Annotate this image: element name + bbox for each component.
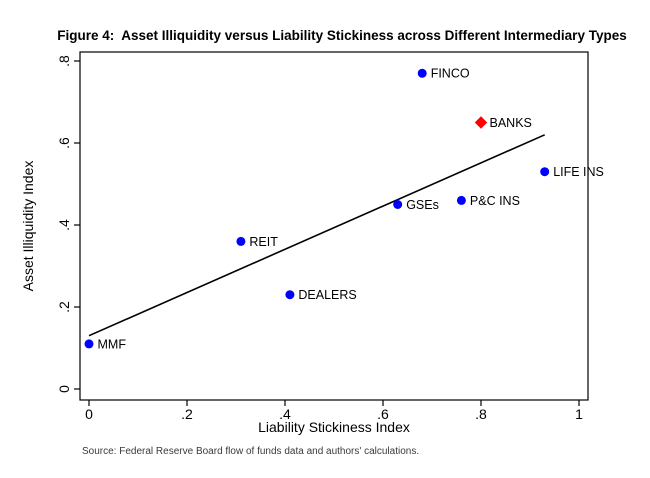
- x-axis-label: Liability Stickiness Index: [258, 419, 410, 435]
- data-point-gses: [393, 200, 403, 209]
- data-point-label-finco: FINCO: [431, 67, 470, 81]
- data-point-label-mmf: MMF: [98, 337, 127, 351]
- y-axis-label: Asset Illiquidity Index: [20, 161, 36, 292]
- x-tick-label-6: .6: [377, 406, 389, 422]
- data-point-label-reit: REIT: [249, 235, 278, 249]
- plot-frame: [79, 51, 589, 401]
- data-point-banks: [474, 116, 488, 129]
- data-point-label-life-ins: LIFE INS: [553, 165, 604, 179]
- figure-title: Figure 4: Asset Illiquidity versus Liabi…: [57, 28, 627, 43]
- data-point-reit: [236, 236, 246, 246]
- x-tick-label-1: 1: [575, 406, 583, 422]
- y-tick-label-6: .6: [56, 137, 72, 149]
- data-point-life-ins: [540, 167, 550, 177]
- y-tick-label-2: .2: [56, 301, 72, 313]
- data-point-label-banks: BANKS: [490, 116, 532, 130]
- y-tick-label-8: .8: [56, 55, 72, 67]
- source-note: Source: Federal Reserve Board flow of fu…: [82, 446, 420, 457]
- data-point-label-dealers: DEALERS: [298, 288, 356, 302]
- data-point-label-gses: GSEs: [406, 198, 439, 212]
- x-tick-label-4: .4: [279, 406, 291, 422]
- y-tick-label-4: .4: [56, 219, 72, 231]
- y-tick-label-0: 0: [56, 385, 72, 393]
- data-point-label-p-c-ins: P&C INS: [470, 194, 520, 208]
- fit-line: [88, 134, 546, 337]
- data-point-mmf: [84, 339, 94, 349]
- data-point-p-c-ins: [456, 195, 466, 205]
- x-tick-label-2: .2: [181, 406, 193, 422]
- x-tick-label-8: .8: [475, 406, 487, 422]
- data-point-finco: [417, 68, 427, 78]
- data-point-dealers: [285, 290, 295, 300]
- x-tick-label-0: 0: [85, 406, 93, 422]
